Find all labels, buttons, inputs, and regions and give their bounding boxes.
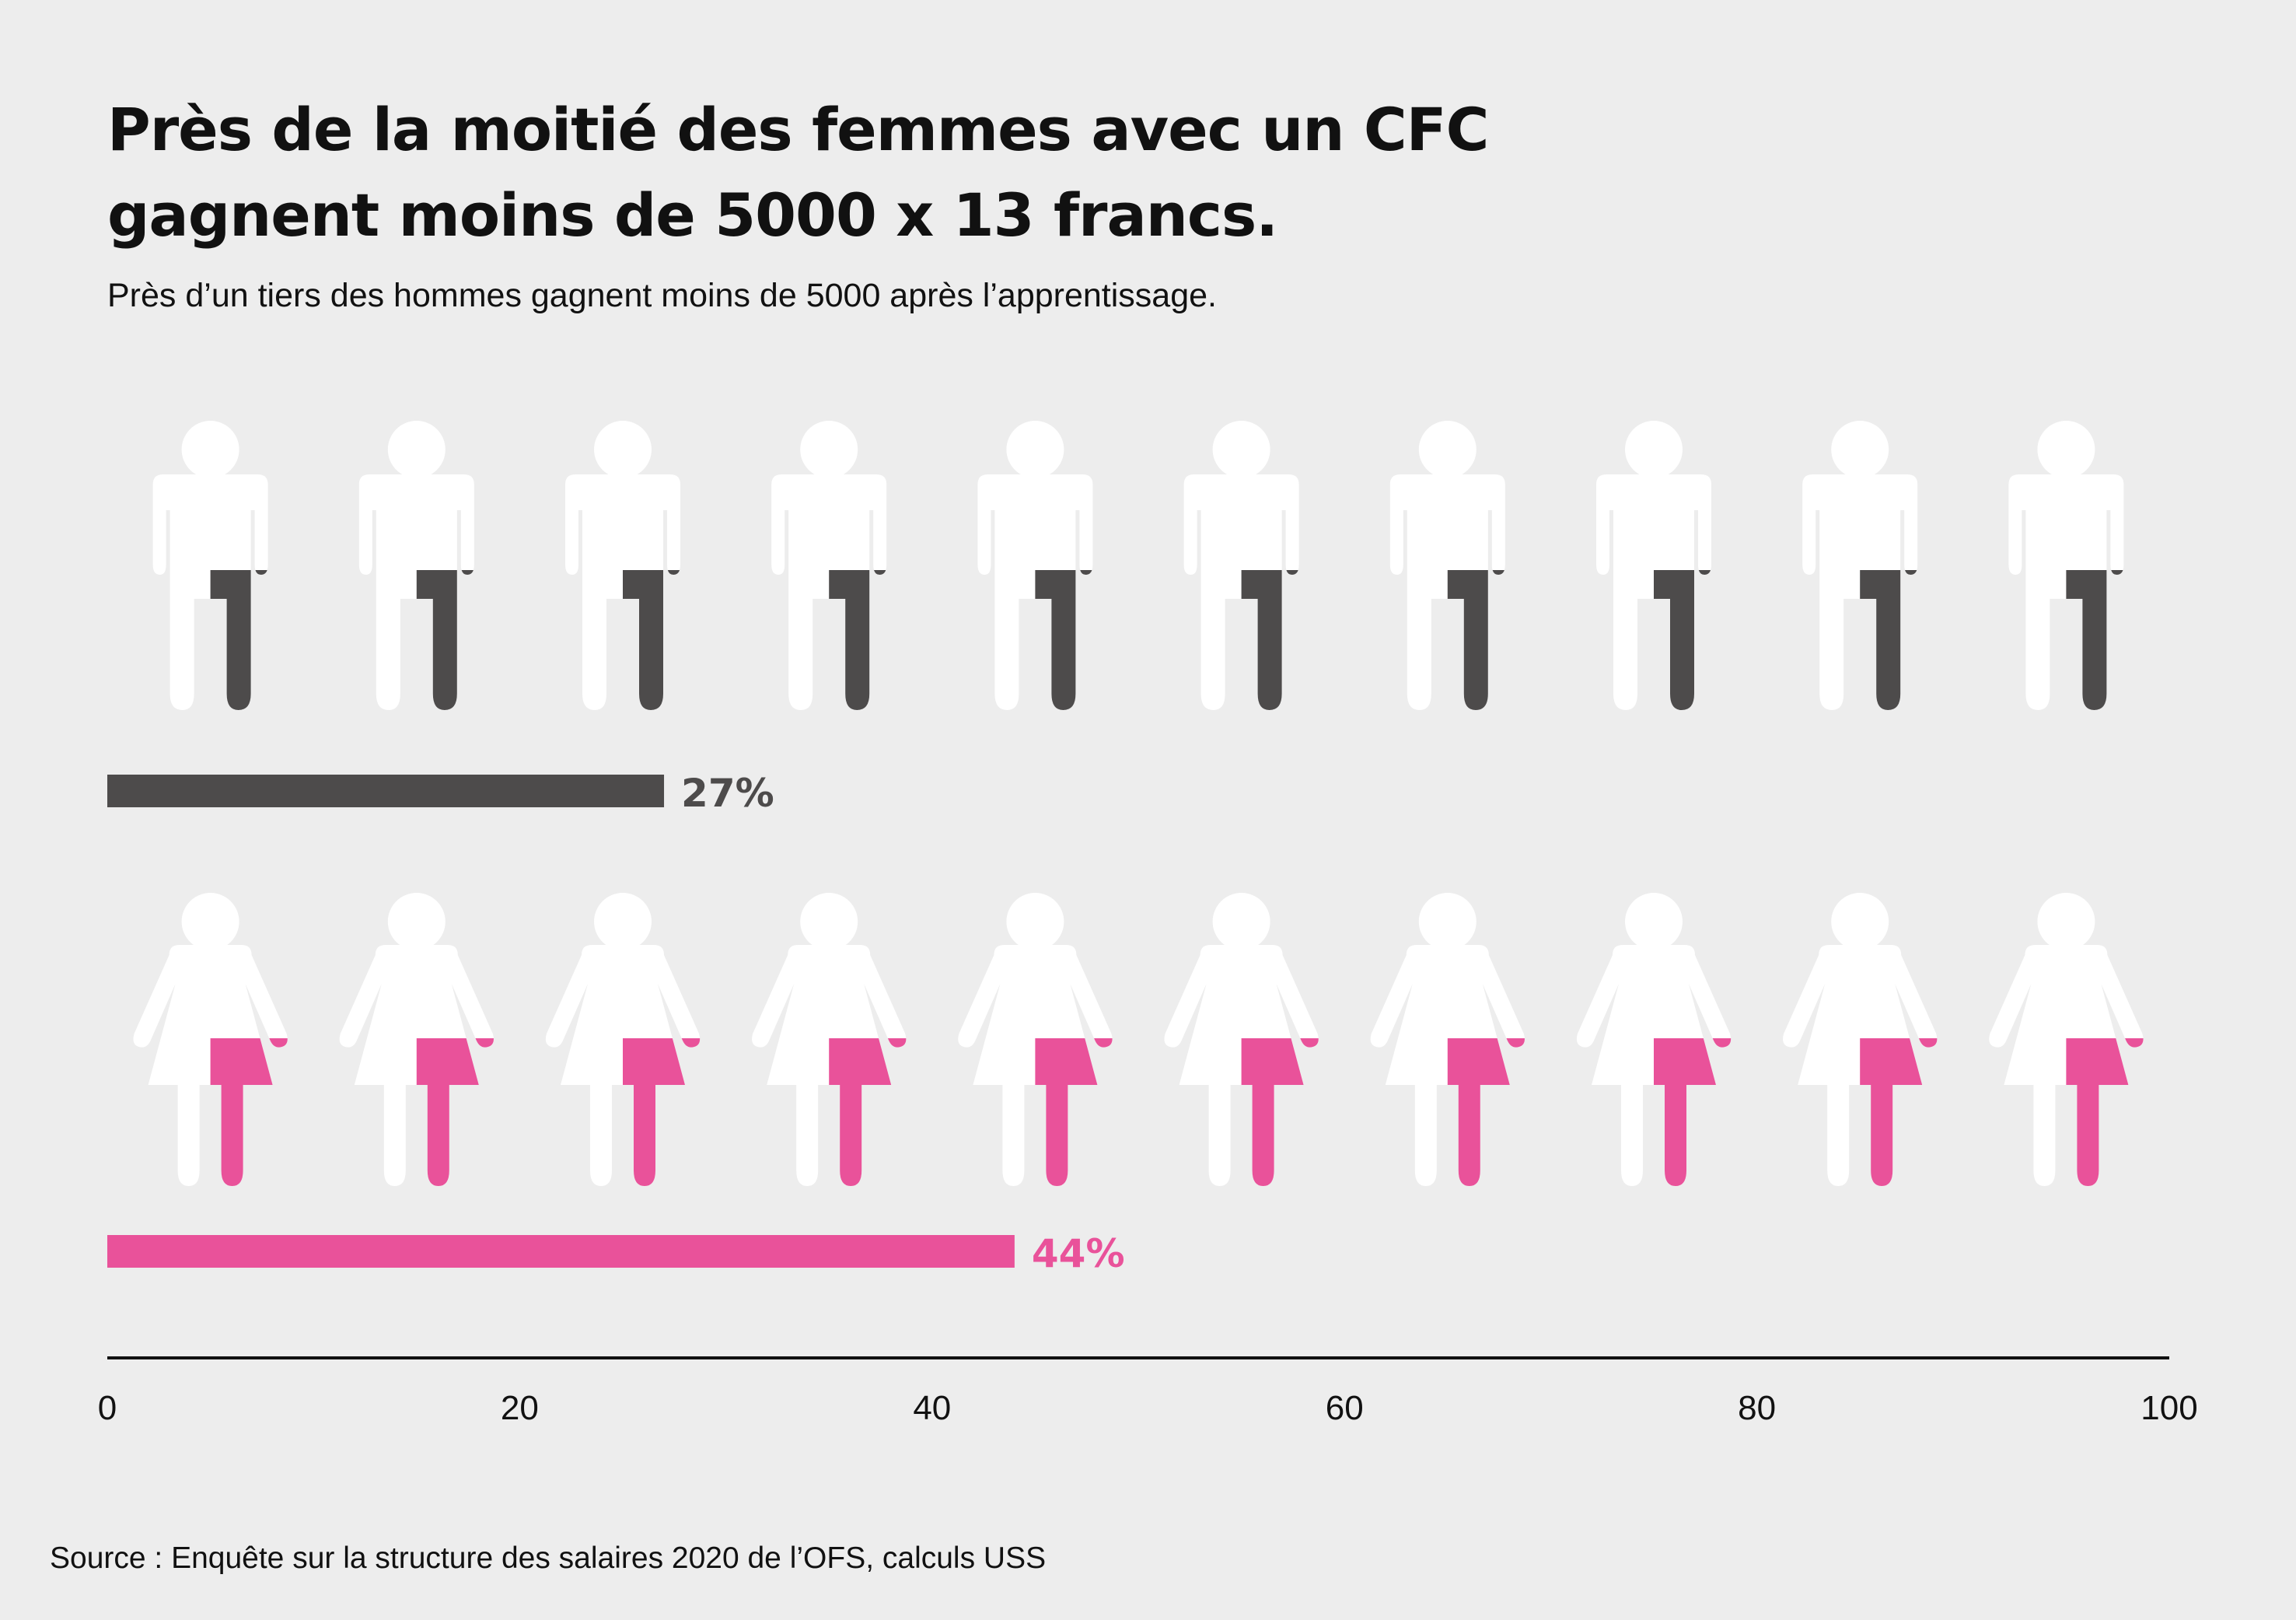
chart-title: Près de la moitié des femmes avec un CFC… bbox=[107, 87, 1896, 258]
data-label-hommes: 27% bbox=[681, 771, 774, 816]
x-axis: 0 20 40 60 80 100 bbox=[98, 1356, 2198, 1427]
bars-layer: 27% 44% bbox=[107, 771, 1125, 1276]
x-tick-label: 60 bbox=[1326, 1389, 1364, 1427]
title-line-2: gagnent moins de 5000 x 13 francs. bbox=[107, 180, 1278, 250]
title-line-1: Près de la moitié des femmes avec un CFC bbox=[107, 95, 1489, 164]
x-tick-label: 20 bbox=[501, 1389, 539, 1427]
bar-femmes bbox=[107, 1235, 1015, 1268]
x-tick-label: 0 bbox=[98, 1389, 117, 1427]
chart-subtitle: Près d’un tiers des hommes gagnent moins… bbox=[107, 277, 1217, 314]
data-label-femmes: 44% bbox=[1032, 1231, 1125, 1276]
source-note: Source : Enquête sur la structure des sa… bbox=[50, 1541, 1047, 1575]
x-tick-label: 100 bbox=[2140, 1389, 2197, 1427]
bar-hommes bbox=[107, 775, 665, 807]
x-tick-label: 80 bbox=[1738, 1389, 1776, 1427]
x-tick-label: 40 bbox=[913, 1389, 951, 1427]
